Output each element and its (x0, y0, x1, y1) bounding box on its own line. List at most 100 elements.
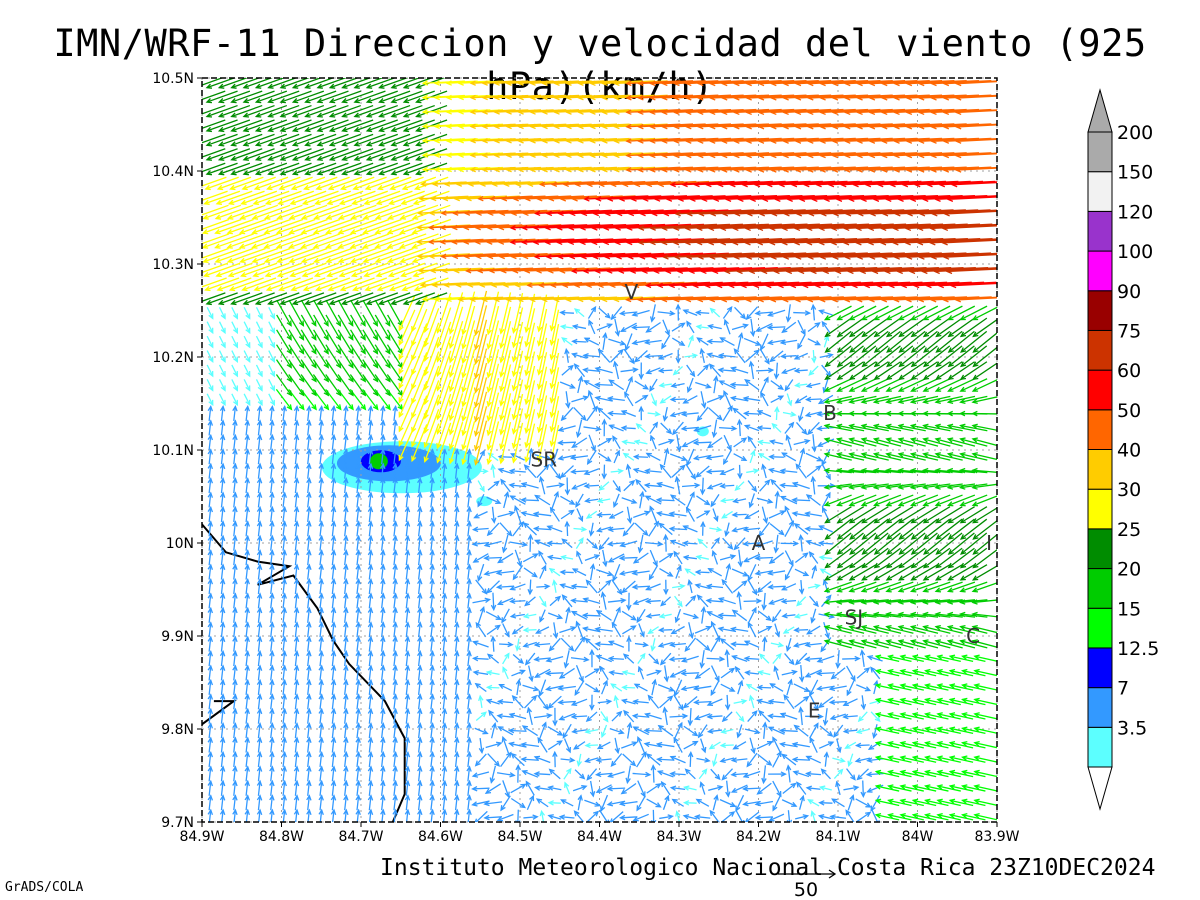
wind-vector-shaft (950, 670, 974, 677)
wind-vector-head (404, 650, 411, 657)
wind-vector-shaft (417, 781, 421, 796)
wind-vector-shaft (405, 680, 409, 695)
wind-vector-shaft (405, 564, 409, 580)
wind-vector (269, 505, 275, 522)
wind-vector-head (367, 563, 374, 570)
wind-vector-shaft (344, 550, 347, 566)
wind-vector (380, 693, 386, 710)
wind-vector (573, 526, 588, 532)
wind-vector-shaft (560, 571, 574, 574)
wind-vector (466, 693, 472, 710)
wind-vector (318, 477, 324, 494)
wind-vector (784, 520, 795, 537)
wind-vector-head (232, 678, 238, 686)
wind-vector-head (466, 577, 472, 585)
wind-vector-head (510, 752, 517, 759)
wind-vector-shaft (393, 737, 397, 753)
wind-vector (510, 752, 525, 767)
wind-vector-head (814, 583, 821, 590)
wind-vector (466, 635, 472, 652)
wind-vector (219, 722, 226, 739)
wind-vector (971, 611, 997, 618)
wind-vector (843, 785, 860, 791)
wind-vector-shaft (596, 655, 612, 663)
wind-vector-head (909, 639, 917, 645)
wind-vector (584, 682, 600, 693)
wind-vector-shaft (233, 752, 237, 768)
wind-vector (846, 680, 855, 697)
wind-vector (806, 625, 821, 635)
wind-vector (668, 656, 687, 662)
wind-vector-shaft (787, 810, 791, 822)
wind-vector-head (870, 666, 876, 673)
wind-vector (794, 568, 810, 577)
wind-vector (281, 808, 287, 822)
wind-vector-head (934, 575, 942, 581)
wind-vector-head (791, 741, 799, 748)
wind-vector (558, 667, 575, 679)
wind-vector-shaft (509, 742, 527, 748)
wind-vector-shaft (671, 465, 686, 478)
wind-vector-shaft (595, 643, 613, 646)
wind-vector-shaft (583, 627, 601, 633)
wind-vector (244, 592, 251, 609)
wind-vector-head (777, 642, 785, 648)
wind-vector-shaft (633, 715, 650, 718)
wind-vector-head (707, 567, 714, 574)
wind-vector-head (318, 664, 324, 671)
wind-vector-head (472, 670, 480, 676)
wind-vector-shaft (648, 626, 659, 634)
wind-vector-head (330, 808, 337, 816)
wind-vector-shaft (220, 752, 224, 768)
wind-vector-shaft (344, 694, 347, 710)
wind-vector-shaft (720, 668, 735, 679)
wind-vector-shaft (731, 568, 748, 577)
wind-vector (269, 650, 275, 667)
wind-vector (330, 750, 337, 768)
wind-vector-shaft (962, 670, 986, 677)
wind-vector (466, 621, 472, 638)
wind-vector (698, 768, 708, 780)
wind-vector-shaft (900, 698, 924, 706)
wind-vector (685, 506, 695, 522)
wind-vector-shaft (356, 723, 360, 739)
wind-vector (804, 656, 823, 662)
wind-vector-head (632, 599, 639, 605)
wind-vector-head (486, 587, 493, 594)
wind-vector-shaft (876, 698, 900, 706)
wind-vector (683, 785, 697, 791)
wind-vector-shaft (824, 613, 852, 618)
wind-vector (924, 798, 949, 807)
wind-vector-shaft (960, 564, 988, 581)
wind-vector-shaft (547, 740, 563, 751)
wind-vector-head (570, 583, 577, 590)
wind-vector (632, 597, 649, 605)
wind-vector-shaft (888, 655, 912, 662)
wind-vector-head (547, 814, 554, 820)
wind-vector-shaft (913, 713, 937, 720)
wind-vector-head (306, 707, 312, 715)
wind-vector-head (961, 813, 968, 819)
wind-vector-shaft (454, 550, 458, 566)
wind-vector (625, 765, 632, 785)
wind-vector (355, 606, 361, 623)
wind-vector-head (810, 810, 816, 817)
wind-vector (318, 808, 324, 822)
wind-vector (404, 650, 411, 667)
wind-vector (219, 765, 226, 782)
wind-vector (682, 800, 697, 806)
wind-vector-head (802, 552, 809, 558)
wind-vector (392, 577, 398, 595)
wind-vector-head (512, 574, 519, 581)
wind-vector-shaft (475, 711, 487, 722)
wind-vector-shaft (644, 743, 663, 748)
wind-vector (219, 794, 226, 811)
wind-vector-head (807, 799, 814, 805)
wind-vector-head (595, 757, 602, 763)
wind-vector (219, 808, 226, 822)
wind-vector-shaft (381, 651, 384, 667)
wind-vector-head (946, 639, 954, 645)
wind-vector (466, 808, 472, 822)
wind-vector (586, 538, 599, 550)
wind-vector (318, 448, 324, 465)
